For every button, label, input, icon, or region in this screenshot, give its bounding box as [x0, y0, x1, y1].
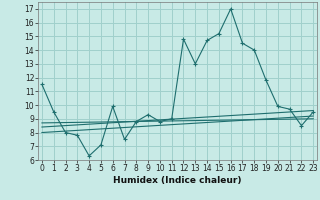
X-axis label: Humidex (Indice chaleur): Humidex (Indice chaleur) [113, 176, 242, 185]
